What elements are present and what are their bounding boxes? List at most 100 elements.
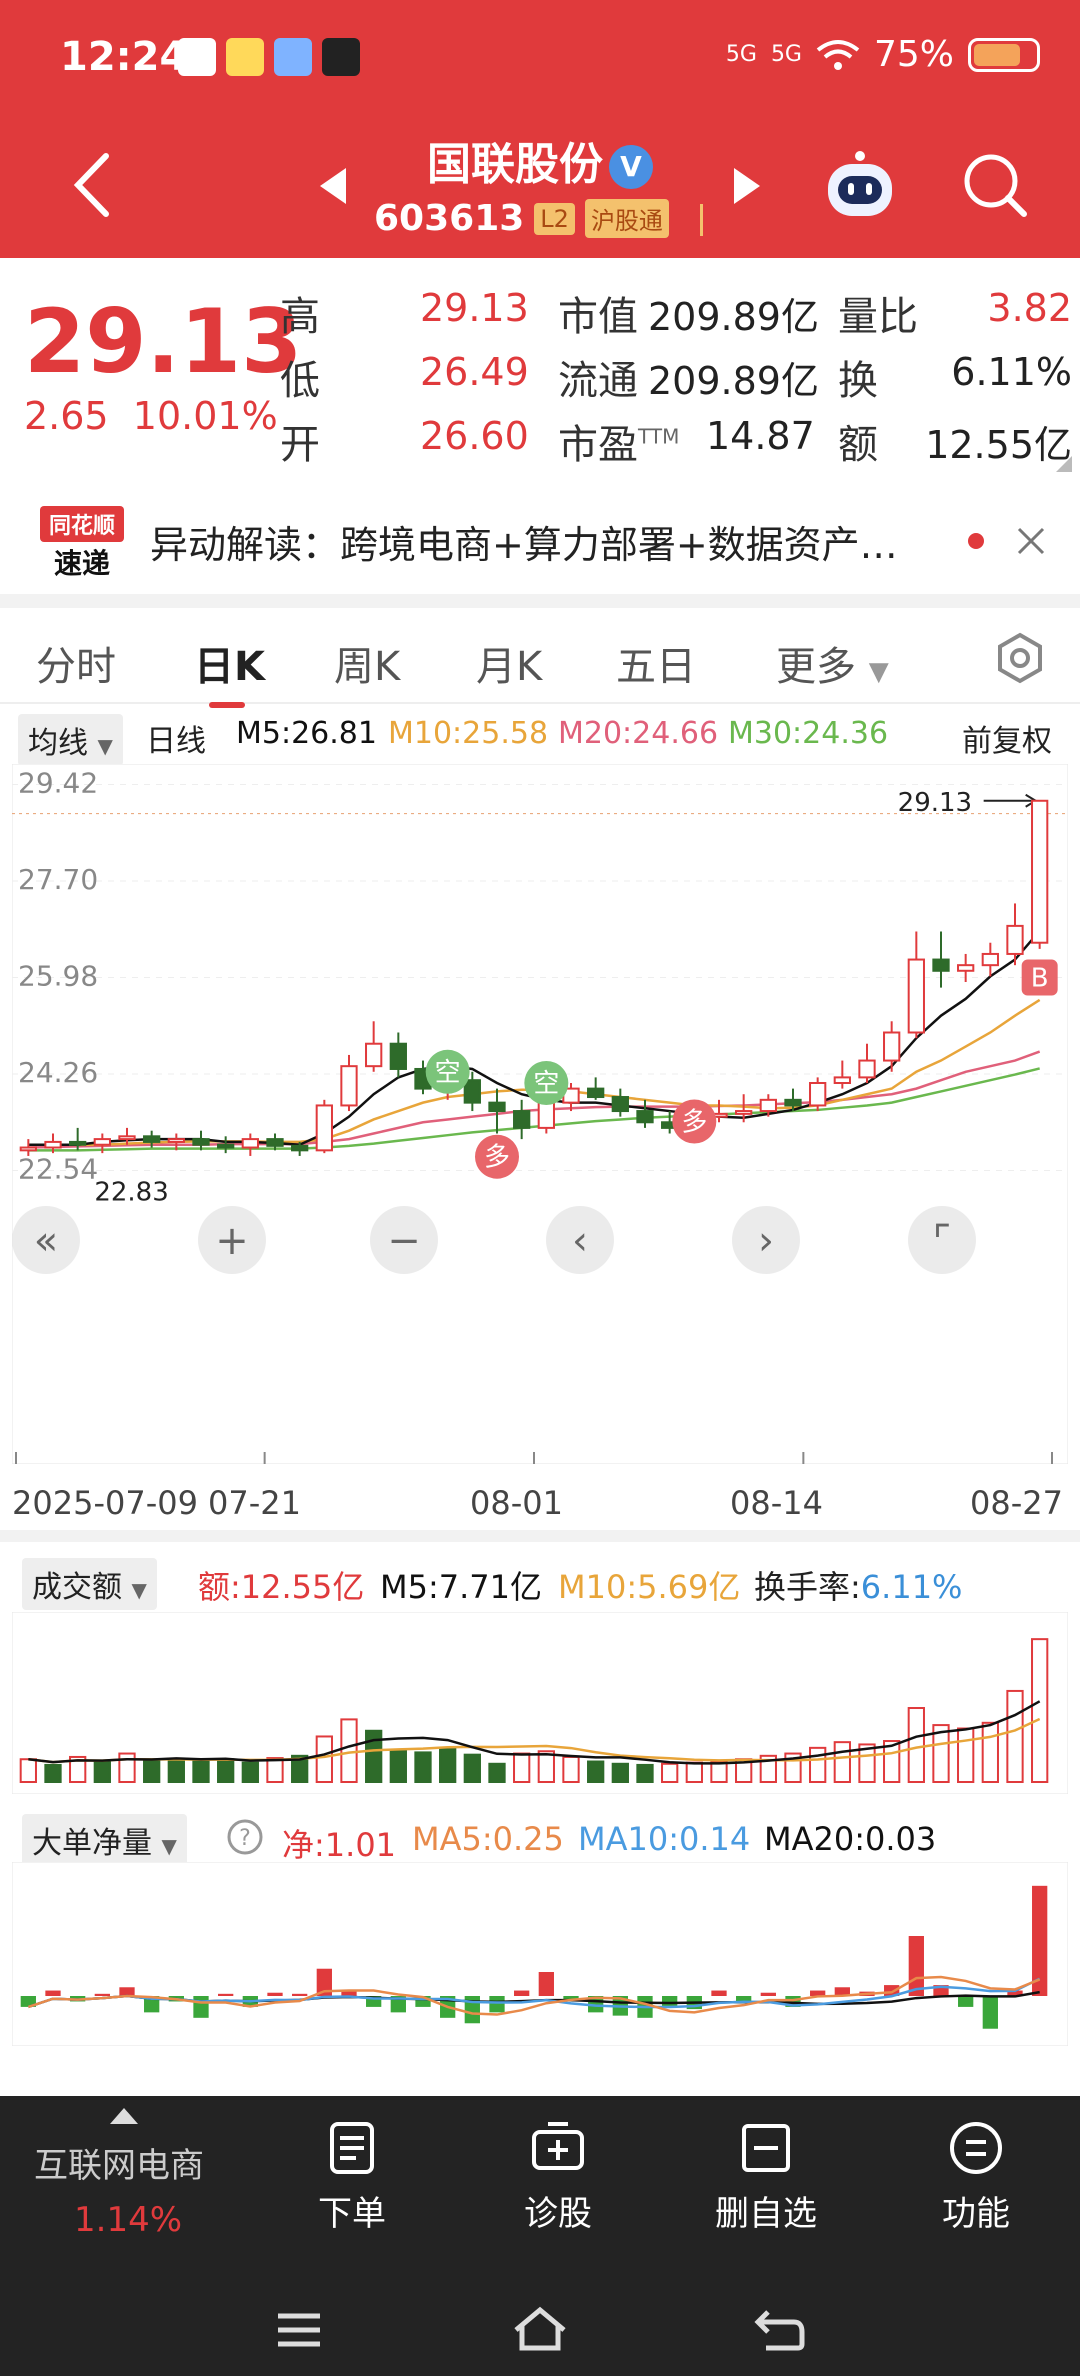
help-icon[interactable]: ? [226,1818,264,1856]
big-order-flow-chart[interactable] [12,1862,1068,2046]
expand-corner-icon[interactable] [1056,456,1072,472]
pan-right-icon[interactable] [732,1206,800,1274]
prev-stock-icon[interactable] [320,168,348,204]
zoom-out-icon-glyph: − [387,1218,421,1264]
flow-ma5: MA5:0.25 [412,1820,564,1858]
signal-marker-label: 多 [484,1143,510,1173]
pan-left-icon[interactable] [546,1206,614,1274]
low-label: 低 [280,358,320,404]
turnover-value: 6.11% [951,350,1072,394]
candle-body [143,1135,161,1143]
signal-marker[interactable] [475,1134,519,1179]
candle-body [759,1098,777,1113]
candle-body [340,1065,358,1107]
candle-body [69,1140,87,1146]
line-type[interactable]: 日线 [146,724,206,759]
search-icon[interactable] [962,152,1028,218]
flow-bar [316,1968,332,1996]
adjust-mode[interactable]: 前复权 [962,724,1052,759]
signal-marker[interactable] [425,1049,470,1094]
candle-body [636,1110,654,1124]
flow-bar [193,1996,209,2018]
ma-line-m30 [28,1067,1040,1152]
back-icon[interactable] [70,150,114,220]
stock-code: 603613 [374,198,525,239]
high-label: 高 [280,294,320,340]
volume-bar [192,1760,210,1783]
tab-five-day[interactable]: 五日 [616,644,696,690]
functions-button[interactable]: 功能 [896,2120,1056,2235]
chart-frame [12,1862,1068,2046]
sector-name[interactable]: 互联网电商 [34,2146,204,2186]
candle-body [93,1138,111,1146]
flow-bar [760,1992,776,1996]
candle-body [883,1031,901,1062]
tab-intraday[interactable]: 分时 [36,644,116,690]
volume-chart[interactable] [12,1612,1068,1794]
volume-bar [809,1746,827,1783]
back-nav-icon[interactable] [754,2306,806,2352]
price-change-row: 2.65 10.01% [24,394,278,438]
high-value: 29.13 [420,286,529,330]
volume-bar [340,1718,358,1784]
zoom-in-icon[interactable] [198,1206,266,1274]
signal-marker[interactable] [672,1099,717,1144]
chevron-down-icon: ▼ [868,657,889,687]
news-banner[interactable]: 同花顺 速递 异动解读：跨境电商+算力部署+数据资产… [0,486,1080,594]
recent-apps-icon[interactable] [274,2310,324,2350]
y-tick-label: 25.98 [18,960,98,993]
volume-bar [69,1755,87,1784]
fullscreen-icon[interactable] [908,1206,976,1274]
settings-hexagon-icon[interactable] [994,632,1046,684]
flow-bar [1032,1885,1048,1996]
next-stock-icon[interactable] [732,168,760,204]
flow-indicator-select[interactable]: 大单净量 ▼ [22,1814,187,1866]
flow-bar [834,1987,850,1996]
chevron-up-icon[interactable] [110,2108,138,2124]
price-change: 2.65 [24,394,109,438]
buy-marker[interactable] [1021,959,1058,996]
order-button[interactable]: 下单 [272,2120,432,2235]
kline-chart[interactable]: 29.4227.7025.9824.2622.5429.1322.83 空空多多… [12,764,1068,1464]
signal-marker[interactable] [524,1061,569,1105]
diagnose-button[interactable]: 诊股 [478,2120,638,2235]
flow-bar [341,1990,357,1996]
volume-bar [957,1727,975,1784]
diagnose-icon [532,2122,584,2170]
ma-select[interactable]: 均线 ▼ [18,714,123,766]
volume-turnover: 换手率:6.11% [754,1562,962,1608]
candle-body [587,1087,605,1099]
volume-indicator-select[interactable]: 成交额 ▼ [22,1558,157,1610]
date-tick: 08-14 [730,1484,823,1522]
tab-monthly-k[interactable]: 月K [476,644,543,690]
status-time: 12:24 [60,34,188,80]
tab-daily-k[interactable]: 日K [194,644,265,690]
amount-value: 12.55亿 [925,423,1072,467]
volume-bar [587,1760,605,1783]
volume-m5: M5:7.71亿 [380,1568,543,1606]
close-icon[interactable] [1016,526,1046,556]
ths-logo: 同花顺 速递 [40,506,124,580]
volume-bar [463,1753,481,1784]
order-label: 下单 [318,2194,386,2234]
y-tick-label: 22.54 [18,1153,98,1186]
volume-bar [833,1741,851,1783]
remove-watchlist-button[interactable]: 删自选 [686,2120,846,2235]
ma-legend-row: 均线 ▼ 日线 M5:26.81 M10:25.58 M20:24.66 M30… [0,710,1080,766]
candle-body [266,1138,284,1147]
app-notification-icon [226,38,264,76]
home-icon[interactable] [512,2306,568,2352]
news-text: 异动解读：跨境电商+算力部署+数据资产… [150,523,898,567]
date-tick: 08-27 [970,1484,1063,1522]
volume-bar [19,1758,37,1783]
zoom-out-icon[interactable] [370,1206,438,1274]
top-header: 12:24 5G 5G 75% 国联股份 V 603613 L2 沪股通 [0,0,1080,258]
zoom-back-icon[interactable] [12,1206,80,1274]
robot-assistant-icon[interactable] [822,150,898,220]
tab-more[interactable]: 更多 ▼ [776,634,889,692]
flow-bar [538,1972,554,1996]
turnover-value: 6.11% [860,1568,963,1606]
volume-bar [636,1763,654,1784]
tab-weekly-k[interactable]: 周K [334,644,401,690]
